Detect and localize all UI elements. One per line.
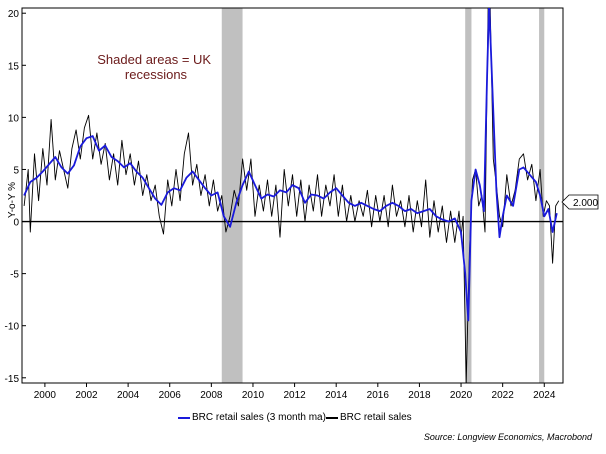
y-tick-label--5: -5	[10, 270, 19, 281]
x-tick-label-2010: 2010	[242, 390, 265, 401]
legend-item-monthly: BRC retail sales	[325, 412, 412, 423]
x-tick-label-2014: 2014	[325, 390, 348, 401]
recession-note: Shaded areas = UK recessions	[97, 52, 214, 82]
y-axis-label: Y-o-Y %	[7, 182, 18, 218]
recession-band-0	[221, 8, 243, 383]
series-line-monthly	[23, 8, 560, 383]
recession-band-1	[465, 8, 472, 383]
x-tick-label-2024: 2024	[533, 390, 556, 401]
x-tick-label-2012: 2012	[283, 390, 306, 401]
x-tick-label-2020: 2020	[450, 390, 473, 401]
y-tick-label-0: 0	[13, 218, 19, 229]
last-value-label: 2.000	[573, 198, 598, 209]
legend-label-monthly: BRC retail sales	[339, 412, 412, 423]
y-tick-label-10: 10	[8, 113, 20, 124]
x-tick-label-2000: 2000	[34, 390, 57, 401]
legend-swatch-black	[325, 416, 338, 419]
x-tick-label-2006: 2006	[159, 390, 182, 401]
x-tick-label-2018: 2018	[408, 390, 431, 401]
y-tick-label-5: 5	[13, 165, 19, 176]
legend-swatch-blue	[178, 416, 190, 419]
y-axis: -15 -10 -5 0 5 10 15 20	[5, 9, 26, 385]
plot-frame	[21, 7, 564, 384]
legend-label-3m: BRC retail sales (3 month ma)	[192, 412, 326, 423]
y-tick-label--10: -10	[5, 322, 20, 333]
source-note: Source: Longview Economics, Macrobond	[423, 432, 592, 442]
legend-item-3m: BRC retail sales (3 month ma)	[178, 412, 326, 423]
x-tick-label-2004: 2004	[117, 390, 140, 401]
x-tick-label-2008: 2008	[200, 390, 223, 401]
x-axis: 2000 2002 2004 2006 2008 2010 2012 2014 2016 2018…	[34, 383, 556, 401]
x-tick-label-2016: 2016	[367, 390, 390, 401]
y-tick-label-15: 15	[8, 61, 20, 72]
legend: BRC retail sales (3 month ma) BRC retail…	[178, 412, 412, 423]
last-value-callout: 2.000	[561, 194, 598, 210]
y-tick-label--15: -15	[5, 374, 20, 385]
y-tick-label-20: 20	[8, 9, 20, 20]
series-line-3m-ma	[23, 8, 558, 322]
x-tick-label-2022: 2022	[492, 390, 515, 401]
series-layer	[23, 8, 560, 383]
x-tick-label-2002: 2002	[75, 390, 98, 401]
